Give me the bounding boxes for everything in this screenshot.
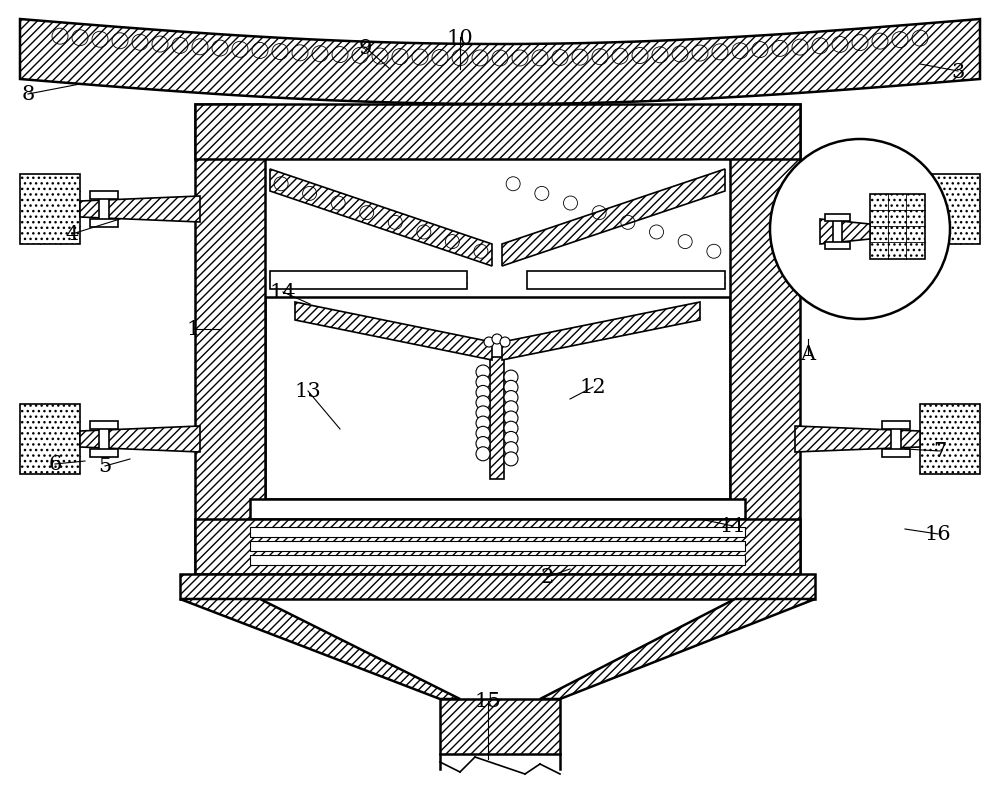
Text: 5: 5 (98, 457, 112, 476)
Circle shape (476, 447, 490, 461)
Bar (891, 426, 901, 452)
Polygon shape (80, 197, 200, 222)
Circle shape (484, 337, 494, 348)
Text: 8: 8 (21, 85, 35, 104)
Circle shape (504, 432, 518, 446)
Bar (882, 192, 910, 200)
Circle shape (476, 386, 490, 400)
Text: A: A (800, 345, 816, 364)
Text: 11: 11 (720, 517, 746, 536)
Text: 2: 2 (540, 568, 554, 587)
Circle shape (476, 396, 490, 410)
Circle shape (504, 452, 518, 467)
Text: 12: 12 (580, 378, 606, 397)
Polygon shape (20, 175, 80, 245)
Bar (250, 541, 745, 552)
Text: 10: 10 (447, 28, 473, 47)
Circle shape (504, 391, 518, 405)
Circle shape (476, 437, 490, 451)
Polygon shape (195, 105, 265, 574)
Bar (490, 357, 504, 479)
Text: 6: 6 (48, 455, 62, 474)
Polygon shape (270, 271, 467, 290)
Bar (882, 450, 910, 458)
Polygon shape (795, 426, 920, 452)
Bar (833, 220, 842, 245)
Text: 3: 3 (951, 63, 965, 81)
Bar (99, 426, 109, 452)
Polygon shape (195, 105, 800, 160)
Bar (250, 528, 745, 537)
Polygon shape (250, 499, 745, 520)
Bar (250, 556, 745, 565)
Text: 16: 16 (925, 525, 951, 544)
Polygon shape (502, 303, 700, 361)
Polygon shape (20, 20, 980, 105)
Polygon shape (270, 169, 492, 267)
Polygon shape (180, 574, 815, 599)
Bar (90, 220, 118, 228)
Bar (825, 243, 850, 250)
Text: 14: 14 (270, 283, 296, 302)
Bar (882, 422, 910, 430)
Bar (825, 214, 850, 222)
Circle shape (476, 365, 490, 380)
Circle shape (476, 376, 490, 389)
Circle shape (476, 427, 490, 441)
Text: 1: 1 (186, 320, 200, 339)
Polygon shape (730, 105, 800, 574)
Polygon shape (870, 195, 925, 259)
Bar (882, 220, 910, 228)
Bar (90, 450, 118, 458)
Bar (265, 298, 730, 499)
Circle shape (504, 442, 518, 456)
Polygon shape (795, 197, 920, 222)
Circle shape (504, 422, 518, 436)
Polygon shape (295, 303, 492, 361)
Circle shape (492, 335, 502, 344)
Polygon shape (527, 271, 725, 290)
Polygon shape (820, 220, 870, 245)
Circle shape (504, 381, 518, 395)
Text: 13: 13 (295, 382, 321, 401)
Bar (440, 699, 560, 754)
Polygon shape (80, 426, 200, 452)
Circle shape (504, 411, 518, 426)
Text: 7: 7 (933, 442, 947, 461)
Polygon shape (502, 169, 725, 267)
Polygon shape (195, 520, 800, 574)
Polygon shape (180, 599, 460, 699)
Circle shape (504, 371, 518, 385)
Polygon shape (540, 599, 815, 699)
Text: 9: 9 (358, 39, 372, 58)
Polygon shape (920, 405, 980, 475)
Text: 4: 4 (65, 225, 79, 244)
Circle shape (504, 402, 518, 415)
Bar (90, 422, 118, 430)
Bar (99, 197, 109, 222)
Bar (90, 192, 118, 200)
Polygon shape (20, 405, 80, 475)
Circle shape (500, 337, 510, 348)
Circle shape (476, 417, 490, 430)
Circle shape (770, 140, 950, 320)
Text: 15: 15 (475, 691, 501, 711)
Circle shape (476, 406, 490, 420)
Polygon shape (920, 175, 980, 245)
Bar (891, 197, 901, 222)
